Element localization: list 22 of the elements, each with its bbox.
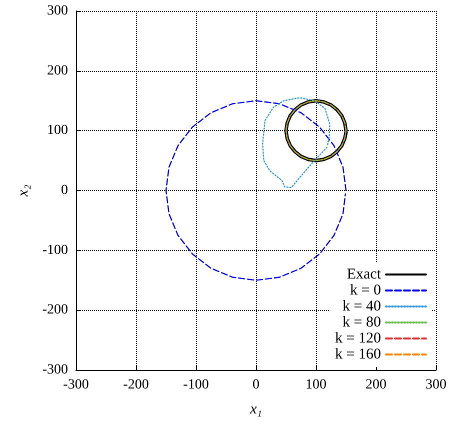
y-tick-label: 100 [47, 123, 68, 138]
legend-label: k = 80 [342, 314, 381, 330]
y-tick-label: -300 [42, 362, 68, 378]
legend-label: k = 160 [335, 346, 381, 362]
legend-label: k = 0 [350, 282, 381, 298]
x-tick-label: 100 [306, 378, 326, 392]
x-tick-label: 0 [252, 378, 260, 392]
x-tick-label: 200 [366, 378, 386, 392]
legend-label: Exact [346, 266, 382, 282]
x-tick-label: -300 [63, 378, 89, 392]
y-tick-label: -100 [42, 242, 68, 258]
y-axis-title: x₂ [16, 184, 32, 198]
y-tick-label: 200 [47, 63, 68, 78]
legend-label: k = 120 [335, 330, 381, 346]
x-tick-label: -100 [183, 378, 209, 392]
x-axis-title: x₁ [249, 402, 262, 418]
y-tick-label: 0 [61, 183, 68, 198]
y-tick-label: 300 [47, 4, 68, 18]
x-tick-label: 300 [426, 378, 446, 392]
x-tick-label: -200 [123, 378, 149, 392]
legend-label: k = 40 [342, 298, 381, 314]
y-tick-label: -200 [42, 302, 68, 318]
